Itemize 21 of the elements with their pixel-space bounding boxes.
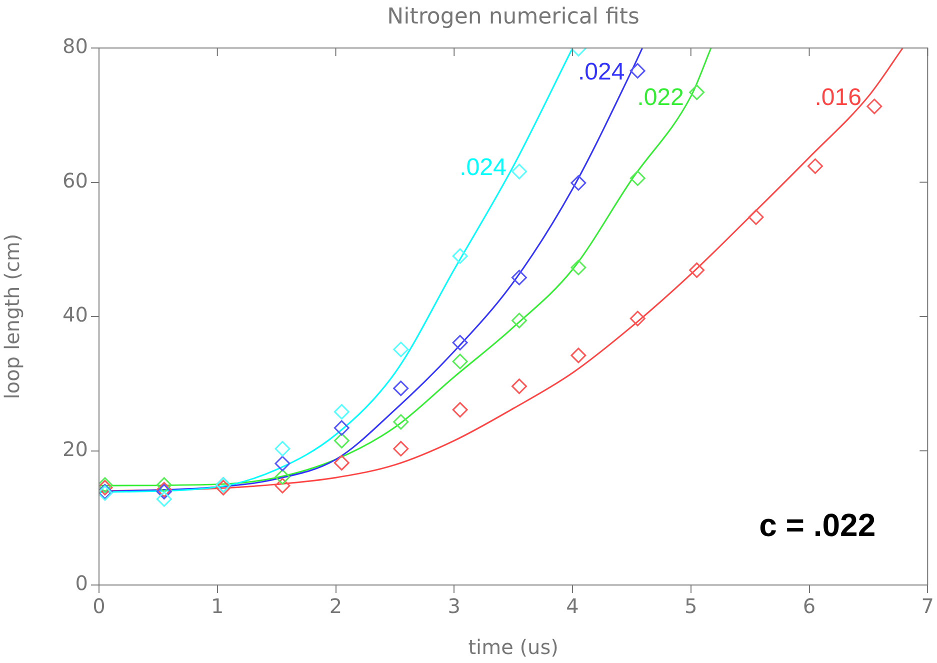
x-tick-label: 2 <box>329 594 342 618</box>
y-tick-label: 80 <box>62 34 88 58</box>
series-label: .024 <box>578 58 625 86</box>
y-tick-label: 60 <box>62 168 88 192</box>
y-tick-label: 0 <box>75 571 88 596</box>
chart-title: Nitrogen numerical fits <box>387 4 640 30</box>
x-tick-label: 4 <box>566 594 579 618</box>
series-label: .024 <box>460 154 506 181</box>
x-axis-title: time (us) <box>468 635 558 660</box>
x-tick-label: 6 <box>802 594 816 618</box>
y-tick-label: 20 <box>62 436 88 461</box>
x-tick-label: 7 <box>921 594 934 618</box>
y-tick-label: 40 <box>62 302 88 327</box>
x-tick-label: 3 <box>448 594 460 618</box>
x-tick-label: 5 <box>684 594 698 618</box>
series-label: .016 <box>814 84 862 111</box>
series-label: .022 <box>637 84 684 111</box>
annotation: c = .022 <box>759 506 876 543</box>
x-tick-label: 1 <box>211 594 224 618</box>
y-axis-title: loop length (cm) <box>0 234 24 400</box>
x-tick-label: 0 <box>92 594 106 618</box>
